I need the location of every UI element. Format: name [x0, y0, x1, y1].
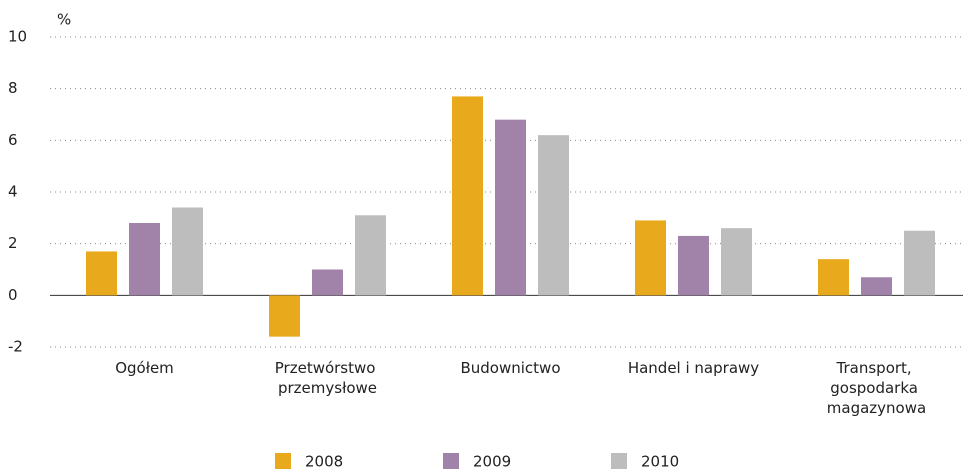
bar	[495, 119, 526, 296]
legend-swatch	[275, 453, 291, 469]
legend-swatch	[611, 453, 627, 469]
bar	[818, 259, 849, 296]
bar	[904, 230, 935, 296]
bar	[452, 96, 483, 296]
y-tick-label: 0	[8, 286, 18, 304]
y-tick-label: 10	[8, 28, 27, 46]
legend-label: 2009	[473, 453, 511, 470]
bar	[312, 269, 343, 296]
x-tick-label: Przetwórstwo przemysłowe	[275, 359, 380, 397]
bar	[721, 228, 752, 296]
legend-label: 2008	[305, 453, 343, 470]
x-tick-label: Transport, gospodarka magazynowa	[827, 359, 926, 417]
y-tick-label: 8	[8, 79, 18, 97]
y-tick-label: 2	[8, 234, 18, 252]
y-tick-label: -2	[8, 338, 23, 356]
bar	[172, 207, 203, 296]
y-tick-label: 6	[8, 131, 18, 149]
bar	[129, 223, 160, 296]
y-tick-label: 4	[8, 183, 18, 201]
x-tick-label: Handel i naprawy	[628, 359, 759, 377]
bar	[678, 235, 709, 296]
bar	[861, 277, 892, 296]
y-axis-label: %	[57, 11, 71, 29]
bar	[538, 135, 569, 296]
legend-label: 2010	[641, 453, 679, 470]
x-tick-label: Budownictwo	[460, 359, 560, 377]
x-tick-label: Ogółem	[115, 359, 174, 377]
bar	[355, 215, 386, 296]
bar	[269, 295, 300, 337]
bar	[86, 251, 117, 296]
legend-swatch	[443, 453, 459, 469]
bar	[635, 220, 666, 296]
